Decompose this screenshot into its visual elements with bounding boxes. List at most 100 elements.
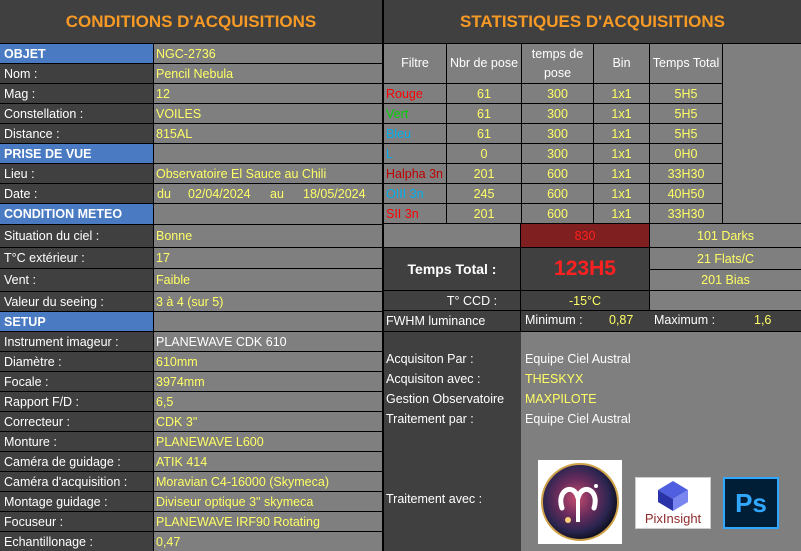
value-focuseur: PLANEWAVE IRF90 Rotating [154,512,382,531]
date-to: 18/05/2024 [303,186,366,201]
table-cell-total: 5H5 [650,104,722,123]
table-cell-nbr: 245 [447,184,521,203]
value-gestion: MAXPILOTE [525,392,597,406]
table-cell-nbr: 61 [447,124,521,143]
th-temps: temps de pose [522,44,593,83]
table-cell-nbr: 61 [447,84,521,103]
label-traitement-par: Traitement par : [386,412,474,426]
date-from: 02/04/2024 [188,186,251,201]
table-cell-total: 33H30 [650,204,722,223]
th-bin: Bin [594,44,649,83]
value-echantillonage: 0,47 [154,532,382,551]
objet-value: NGC-2736 [154,44,382,63]
section-prise-header: PRISE DE VUE [0,144,153,163]
table-cell-nbr: 201 [447,204,521,223]
value-temperature: 17 [154,248,382,268]
ccd-value: -15°C [521,291,649,310]
value-constellation: VOILES [154,104,382,123]
right-title: STATISTIQUES D'ACQUISITIONS [384,0,801,43]
table-cell-filtre: OIII 3n [384,184,446,203]
value-traitement-par: Equipe Ciel Austral [525,412,631,426]
label-diametre: Diamètre : [0,352,153,371]
total-filler-left [384,224,520,247]
darks: 101 Darks [650,224,801,247]
label-temperature: T°C extérieur : [0,248,153,268]
label-echantillonage: Echantillonage : [0,532,153,551]
label-vent: Vent : [0,269,153,291]
table-cell-filtre: Vert [384,104,446,123]
value-montage-guidage: Diviseur optique 3" skymeca [154,492,382,511]
ccd-filler [650,291,801,310]
value-distance: 815AL [154,124,382,143]
max-label: Maximum : [654,313,716,327]
label-constellation: Constellation : [0,104,153,123]
table-cell-temps: 600 [522,204,593,223]
meteo-filler [154,204,382,224]
label-seeing: Valeur du seeing : [0,292,153,311]
fwhm-label: FWHM luminance [384,311,520,331]
left-title: CONDITIONS D'ACQUISITIONS [0,0,382,43]
value-camera-acquisition: Moravian C4-16000 (Skymeca) [154,472,382,491]
table-cell-temps: 300 [522,124,593,143]
label-correcteur: Correcteur : [0,412,153,431]
value-vent: Faible [154,269,382,291]
label-rapport: Rapport F/D : [0,392,153,411]
max-value: 1,6 [754,313,772,327]
flats: 21 Flats/C [650,248,801,269]
pixinsight-logo-text: PixInsight [644,511,702,526]
label-date: Date : [0,184,153,203]
label-focuseur: Focuseur : [0,512,153,531]
value-acquisition-par: Equipe Ciel Austral [525,352,631,366]
value-monture: PLANEWAVE L600 [154,432,382,451]
table-cell-total: 5H5 [650,84,722,103]
total-poses: 830 [521,224,649,247]
date-au: au [270,186,284,201]
value-ciel: Bonne [154,225,382,247]
table-cell-bin: 1x1 [594,84,649,103]
table-cell-bin: 1x1 [594,204,649,223]
label-ciel: Situation du ciel : [0,225,153,247]
date-du: du [157,186,171,201]
ciel-austral-logo [538,460,622,544]
label-monture: Monture : [0,432,153,451]
value-date: du 02/04/2024 au 18/05/2024 [154,184,382,203]
value-diametre: 610mm [154,352,382,371]
table-cell-filtre: SII 3n [384,204,446,223]
th-total: Temps Total [650,44,722,83]
label-distance: Distance : [0,124,153,143]
table-cell-temps: 600 [522,164,593,183]
table-cell-temps: 600 [522,184,593,203]
section-setup-header: SETUP [0,312,153,331]
table-cell-temps: 300 [522,84,593,103]
label-camera-acquisition: Caméra d'acquisition : [0,472,153,491]
label-camera-guidage: Caméra de guidage : [0,452,153,471]
photoshop-logo: Ps [723,477,779,529]
prise-filler [154,144,382,163]
value-focale: 3974mm [154,372,382,391]
info-label-column [384,332,521,551]
table-cell-total: 33H30 [650,164,722,183]
table-cell-nbr: 61 [447,104,521,123]
value-lieu: Observatoire El Sauce au Chili [154,164,382,183]
table-cell-bin: 1x1 [594,184,649,203]
table-cell-bin: 1x1 [594,104,649,123]
table-cell-filtre: Bleu [384,124,446,143]
label-focale: Focale : [0,372,153,391]
value-camera-guidage: ATIK 414 [154,452,382,471]
table-cell-temps: 300 [522,104,593,123]
temps-total-label: Temps Total : [384,248,520,290]
table-cell-bin: 1x1 [594,164,649,183]
table-cell-bin: 1x1 [594,124,649,143]
table-cell-total: 0H0 [650,144,722,163]
temps-total-value: 123H5 [521,248,649,290]
section-meteo-header: CONDITION METEO [0,204,153,224]
label-traitement-avec: Traitement avec : [386,492,483,506]
label-acquisition-avec: Acquisiton avec : [386,372,481,386]
label-montage-guidage: Montage guidage : [0,492,153,511]
table-cell-filtre: Rouge [384,84,446,103]
value-nom: Pencil Nebula [154,64,382,83]
bias: 201 Bias [650,270,801,290]
th-nbr: Nbr de pose [447,44,521,83]
table-side-filler [723,44,801,223]
label-instrument: Instrument imageur : [0,332,153,351]
